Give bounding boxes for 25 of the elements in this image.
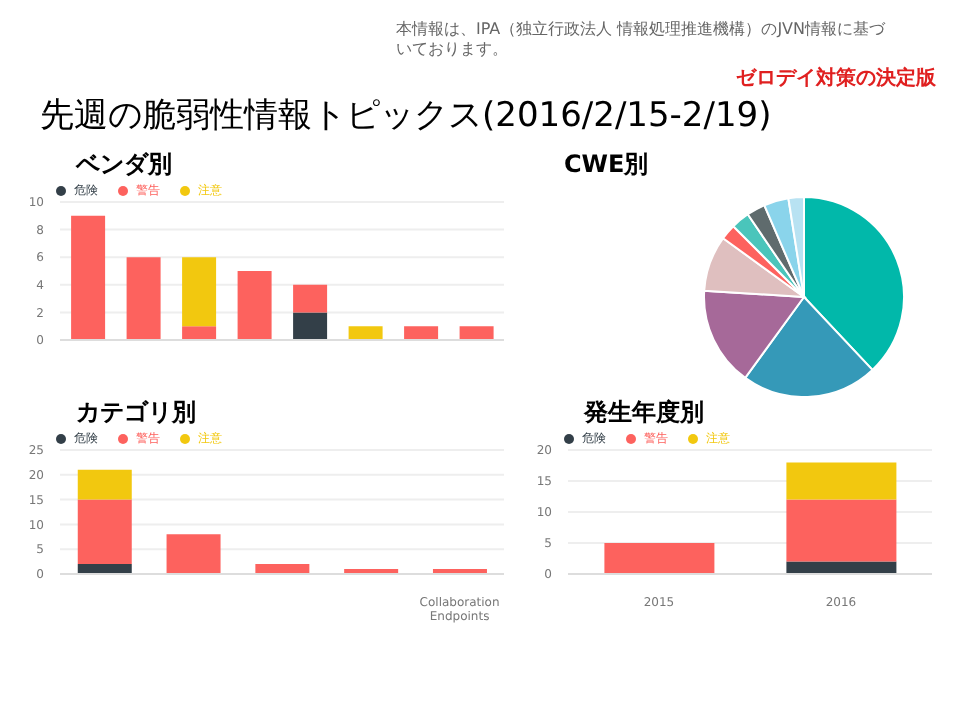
- bar: [404, 326, 439, 340]
- chart-title: 発生年度別: [581, 396, 706, 426]
- bar: [786, 462, 897, 500]
- chart-title: CWE別: [562, 148, 651, 178]
- bar: [71, 215, 106, 340]
- chart-title: ベンダ別: [73, 148, 174, 178]
- bar: [459, 326, 494, 340]
- bar: [166, 534, 221, 574]
- bar: [604, 543, 715, 574]
- bar: [255, 564, 310, 574]
- bar: [77, 469, 132, 500]
- bar: [293, 312, 328, 340]
- bar: [182, 257, 217, 327]
- text: 先週の脆弱性情報トピックス(2016/2/15-2/19): [40, 94, 772, 138]
- chart-title: カテゴリ別: [74, 396, 198, 426]
- bar: [293, 284, 328, 313]
- bar: [348, 326, 383, 340]
- text: 本情報は、IPA（独立行政法人 情報処理推進機構）のJVN情報に基づいております。: [396, 20, 888, 60]
- text: ゼロデイ対策の決定版: [736, 64, 936, 92]
- bar: [126, 257, 161, 340]
- bar: [77, 564, 132, 574]
- bar: [786, 499, 897, 562]
- bar: [77, 499, 132, 565]
- bar: [237, 271, 272, 340]
- bar: [182, 326, 217, 340]
